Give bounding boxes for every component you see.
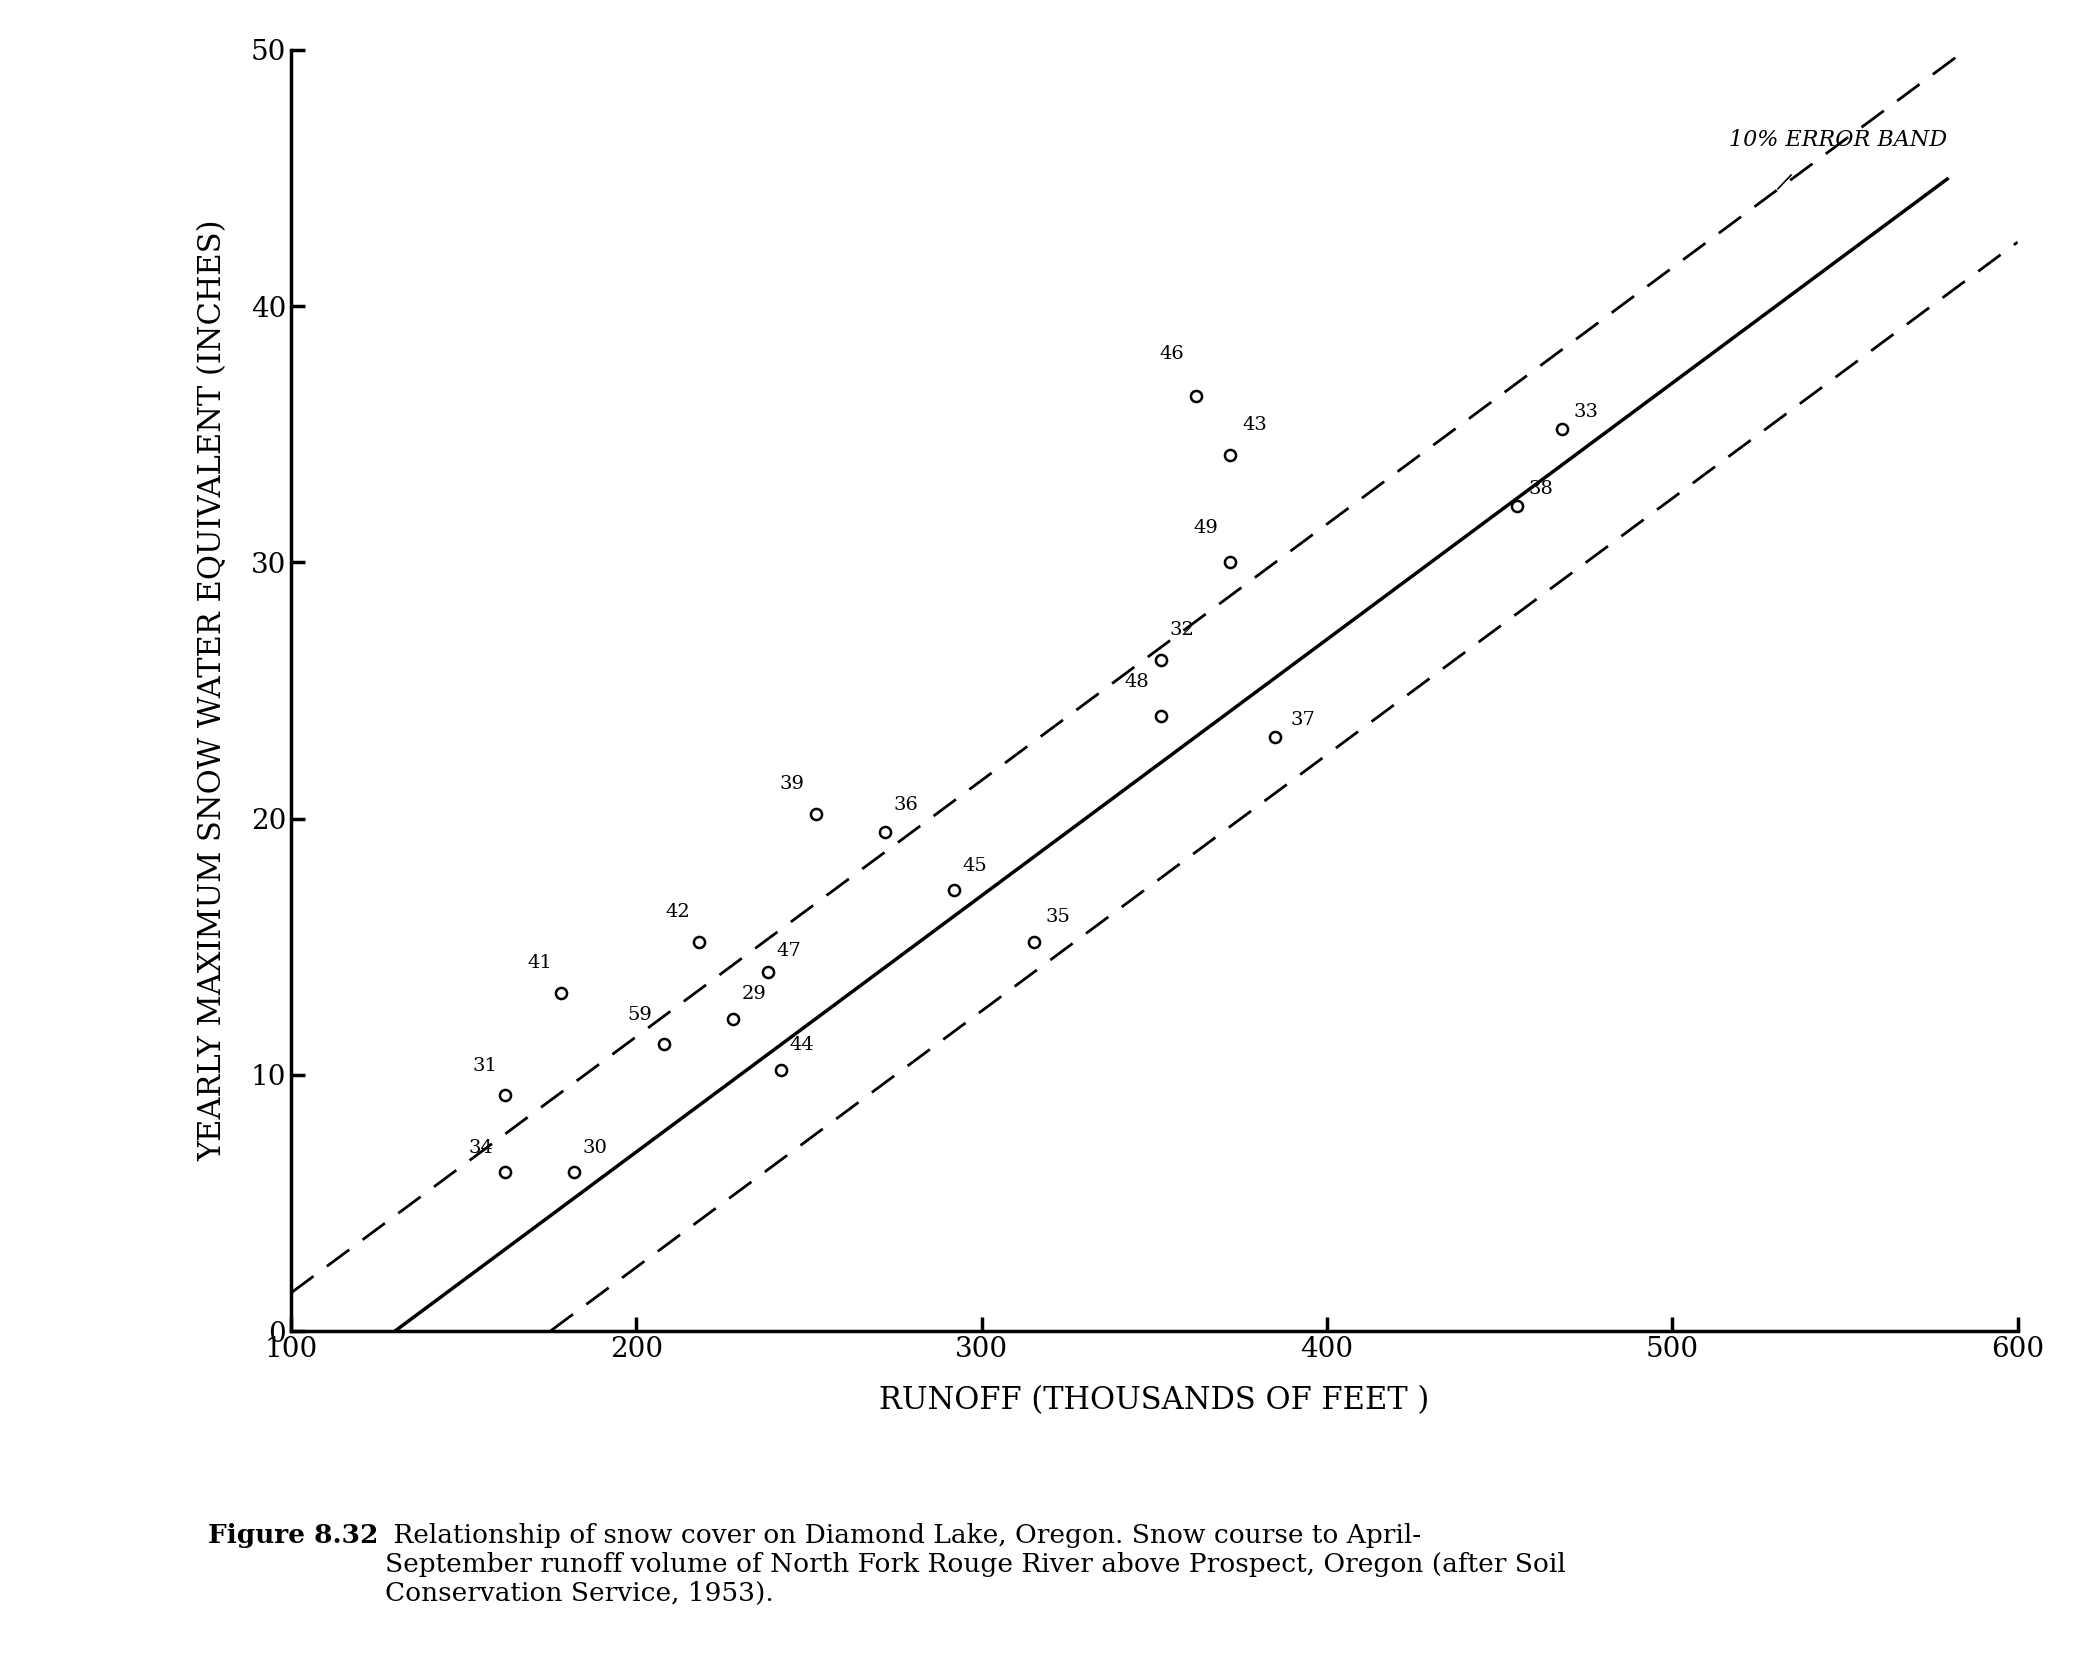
Text: 32: 32 (1169, 621, 1194, 639)
Text: 49: 49 (1194, 519, 1219, 537)
Text: 36: 36 (894, 795, 917, 814)
Text: 48: 48 (1125, 672, 1150, 691)
Text: Figure 8.32: Figure 8.32 (208, 1523, 379, 1548)
X-axis label: RUNOFF (THOUSANDS OF FEET ): RUNOFF (THOUSANDS OF FEET ) (880, 1386, 1429, 1416)
Text: 44: 44 (790, 1037, 815, 1055)
Text: 30: 30 (582, 1138, 607, 1156)
Text: 43: 43 (1242, 416, 1267, 434)
Text: 31: 31 (472, 1057, 497, 1075)
Text: 29: 29 (740, 985, 765, 1003)
Text: 42: 42 (666, 904, 691, 922)
Text: Relationship of snow cover on Diamond Lake, Oregon. Snow course to April-
Septem: Relationship of snow cover on Diamond La… (385, 1523, 1566, 1606)
Text: 33: 33 (1572, 403, 1600, 421)
Text: 10% ERROR BAND: 10% ERROR BAND (1728, 128, 1947, 151)
Text: 41: 41 (528, 955, 551, 972)
Text: 47: 47 (776, 942, 801, 960)
Text: 38: 38 (1529, 481, 1554, 498)
Y-axis label: YEARLY MAXIMUM SNOW WATER EQUIVALENT (INCHES): YEARLY MAXIMUM SNOW WATER EQUIVALENT (IN… (198, 220, 229, 1161)
Text: 35: 35 (1046, 909, 1069, 927)
Text: 39: 39 (780, 775, 805, 794)
Text: 59: 59 (628, 1005, 653, 1023)
Text: 37: 37 (1290, 711, 1315, 729)
Text: 34: 34 (468, 1138, 493, 1156)
Text: 46: 46 (1159, 344, 1184, 363)
Text: 45: 45 (963, 857, 988, 875)
